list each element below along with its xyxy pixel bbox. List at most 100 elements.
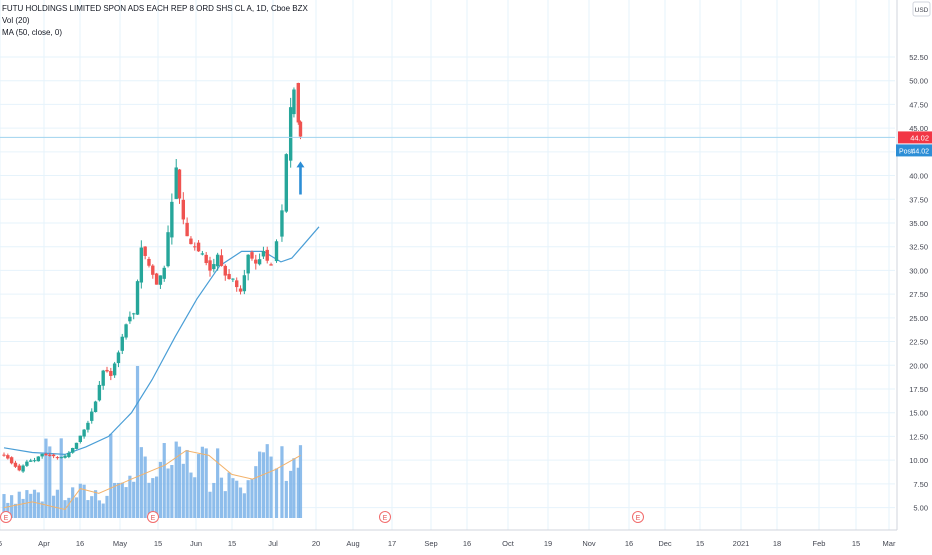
x-tick-label: 17: [388, 539, 396, 548]
volume-bar: [296, 467, 300, 518]
earnings-marker-circle: [632, 511, 644, 523]
volume-bar: [120, 482, 124, 518]
volume-bar: [2, 494, 6, 518]
candle-body: [128, 316, 132, 322]
candle-body: [238, 288, 243, 292]
candle-body: [298, 121, 303, 137]
x-tick-label: May: [113, 539, 127, 548]
candle-body: [265, 249, 269, 261]
volume-bar: [181, 463, 185, 518]
candle-body: [158, 275, 163, 285]
candle-body: [147, 258, 151, 266]
time-axis-bg: [0, 531, 932, 550]
volume-bar: [109, 433, 113, 518]
volume-bar: [86, 500, 90, 518]
candle-body: [181, 199, 186, 220]
volume-bar: [166, 468, 170, 518]
candle-body: [250, 252, 254, 259]
price-axis-bg: [897, 0, 932, 550]
volume-bar: [265, 444, 269, 518]
candle-body: [105, 369, 109, 372]
arrow-up-icon: [296, 161, 305, 195]
volume-bar: [212, 482, 216, 518]
volume-bar: [105, 495, 109, 518]
volume-bar: [25, 490, 29, 518]
currency-box: [912, 1, 931, 17]
volume-bar: [139, 447, 143, 518]
candle-body: [193, 246, 197, 248]
volume-bar: [32, 489, 37, 518]
candle-body: [109, 370, 113, 376]
x-tick-label: Feb: [813, 539, 826, 548]
candle-body: [219, 255, 224, 266]
candle-body: [132, 313, 136, 315]
candle-body: [185, 222, 189, 237]
earnings-marker: E: [147, 511, 159, 523]
candle-body: [284, 154, 289, 212]
volume-bar: [284, 480, 288, 518]
earnings-marker-circle: [147, 511, 159, 523]
candle-body: [63, 455, 67, 458]
candle-body: [48, 454, 52, 456]
candle-body: [280, 210, 284, 237]
candle-body: [25, 461, 29, 466]
candle-body: [162, 267, 166, 279]
candle-body: [135, 281, 140, 315]
candle-body: [296, 82, 300, 123]
volume-bar: [6, 502, 10, 518]
x-tick-label: 16: [625, 539, 633, 548]
candle-body: [21, 465, 25, 472]
candle-body: [212, 264, 216, 270]
candle-body: [97, 384, 102, 401]
volume-bar: [216, 448, 220, 518]
post-price-label: 44.02: [911, 148, 929, 155]
x-tick-label: 6: [0, 539, 2, 548]
volume-bar: [132, 481, 136, 518]
candle-body: [139, 247, 144, 283]
x-tick-label: Nov: [582, 539, 596, 548]
volume-bar: [13, 503, 18, 518]
candle-body: [177, 169, 182, 199]
candle-body: [78, 435, 82, 442]
x-tick-label: 15: [696, 539, 704, 548]
candle-body: [13, 462, 18, 467]
candle-body: [29, 460, 33, 462]
volume-bar: [298, 445, 303, 518]
candle-body: [36, 456, 41, 462]
volume-bar: [97, 500, 101, 518]
candle-body: [196, 242, 201, 252]
volume-bar: [196, 454, 201, 518]
price-tick-label: 5.00: [913, 504, 928, 513]
earnings-marker: E: [379, 511, 391, 523]
candle-body: [101, 370, 105, 386]
price-tick-label: 37.50: [909, 195, 928, 204]
price-tick-label: 15.00: [909, 409, 928, 418]
volume-bar: [147, 482, 151, 518]
volume-bar: [151, 478, 155, 518]
candle-body: [59, 457, 63, 459]
price-tick-label: 32.50: [909, 243, 928, 252]
volume-bar: [200, 446, 204, 518]
candle-body: [40, 453, 44, 457]
x-tick-label: Apr: [38, 539, 50, 548]
x-tick-label: 15: [852, 539, 860, 548]
earnings-marker-label: E: [636, 515, 641, 522]
candle-body: [235, 280, 239, 288]
volume-bar: [124, 487, 128, 518]
earnings-marker-label: E: [4, 515, 9, 522]
volume-bar: [162, 443, 166, 518]
x-tick-label: Dec: [658, 539, 672, 548]
price-tick-label: 27.50: [909, 290, 928, 299]
volume-bar: [189, 472, 193, 518]
volume-bar: [242, 493, 246, 518]
last-price-label: 44.02: [910, 133, 929, 142]
volume-bar: [258, 451, 262, 518]
volume-bar: [269, 456, 273, 518]
price-tick-label: 22.50: [909, 338, 928, 347]
candle-body: [227, 273, 231, 280]
price-tick-label: 25.00: [909, 314, 928, 323]
volume-bar: [36, 492, 40, 518]
price-tick-label: 50.00: [909, 77, 928, 86]
earnings-marker-label: E: [151, 515, 156, 522]
